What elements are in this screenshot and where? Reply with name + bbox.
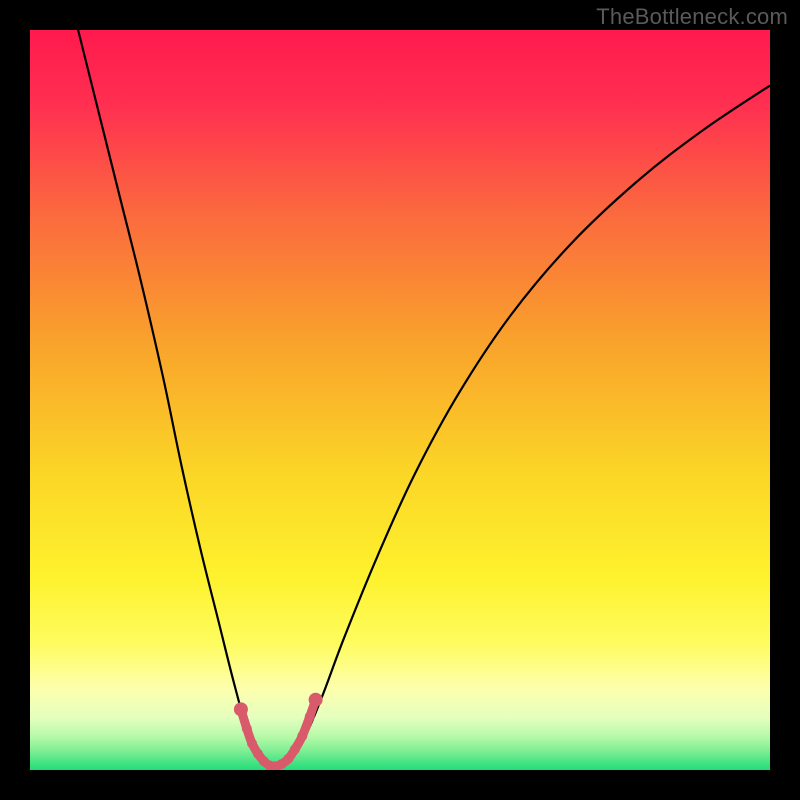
gradient-background bbox=[30, 30, 770, 770]
marker-dot bbox=[305, 712, 315, 722]
chart-svg bbox=[30, 30, 770, 770]
marker-dot bbox=[290, 744, 300, 754]
plot-area bbox=[30, 30, 770, 770]
marker-dot bbox=[234, 702, 248, 716]
marker-dot bbox=[283, 754, 293, 764]
marker-dot bbox=[297, 731, 307, 741]
marker-dot bbox=[309, 693, 323, 707]
marker-dot bbox=[242, 724, 252, 734]
marker-dot bbox=[247, 738, 257, 748]
watermark-text: TheBottleneck.com bbox=[596, 4, 788, 30]
